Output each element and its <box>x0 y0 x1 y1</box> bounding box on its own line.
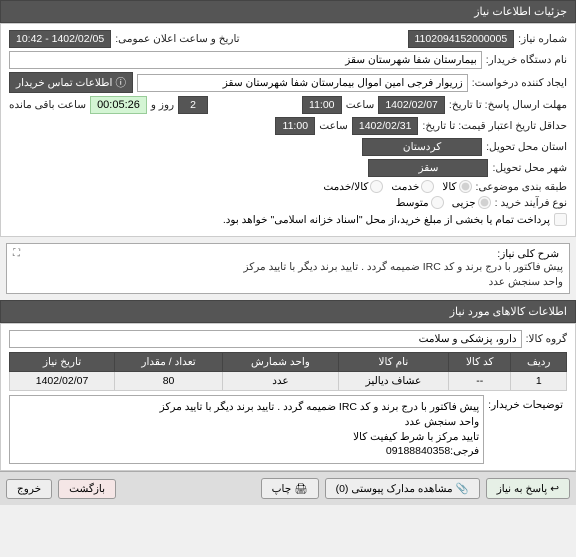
requester-label: ایجاد کننده درخواست: <box>472 77 567 89</box>
contact-btn-label: اطلاعات تماس خریدار <box>16 77 112 89</box>
panel-header-details: جزئیات اطلاعات نیاز <box>0 0 576 23</box>
days-remaining: 2 <box>178 96 208 114</box>
radio-goods-service[interactable]: کالا/خدمت <box>323 180 383 193</box>
radio-service-label: خدمت <box>391 181 419 193</box>
announce-datetime-value: 1402/02/05 - 10:42 <box>9 30 111 48</box>
cell-unit: عدد <box>223 372 339 391</box>
cell-qty: 80 <box>115 372 223 391</box>
expand-icon[interactable]: ⛶ <box>13 248 20 259</box>
print-button[interactable]: 🖨 چاپ <box>261 478 319 499</box>
province-label: استان محل تحویل: <box>486 141 567 153</box>
requester-field <box>137 74 468 92</box>
city-label: شهر محل تحویل: <box>492 162 567 174</box>
desc-text: پیش فاکتور با درج برند و کد IRC ضمیمه گر… <box>13 260 563 289</box>
time-remaining-label: ساعت باقی مانده <box>9 99 86 111</box>
cell-date: 1402/02/07 <box>10 372 115 391</box>
th-date: تاریخ نیاز <box>10 353 115 372</box>
buyer-notes-row: توضیحات خریدار: پیش فاکتور با درج برند و… <box>9 395 567 464</box>
buyer-notes-text: پیش فاکتور با درج برند و کد IRC ضمیمه گر… <box>9 395 484 464</box>
respond-label: پاسخ به نیاز <box>497 483 547 495</box>
exit-label: خروج <box>17 483 41 495</box>
attachments-label: مشاهده مدارک پیوستی (0) <box>336 483 453 495</box>
category-label: طبقه بندی موضوعی: <box>476 181 567 193</box>
validity-date: 1402/02/31 <box>352 117 419 135</box>
goods-table: ردیف کد کالا نام کالا واحد شمارش تعداد /… <box>9 352 567 391</box>
city-value: سقز <box>368 159 488 177</box>
th-name: نام کالا <box>338 353 448 372</box>
goods-group-label: گروه کالا: <box>526 333 567 345</box>
time-remaining-value: 00:05:26 <box>90 96 147 114</box>
validity-label: حداقل تاریخ اعتبار قیمت: تا تاریخ: <box>422 120 567 132</box>
form-details: شماره نیاز: 1102094152000005 تاریخ و ساع… <box>0 23 576 237</box>
print-icon: 🖨 <box>294 482 307 495</box>
need-number-label: شماره نیاز: <box>518 33 567 45</box>
need-number-value: 1102094152000005 <box>408 30 515 48</box>
panel-header-goods: اطلاعات کالاهای مورد نیاز <box>0 300 576 323</box>
category-radios: کالا خدمت کالا/خدمت <box>323 180 471 193</box>
deadline-time: 11:00 <box>302 96 342 114</box>
radio-service[interactable]: خدمت <box>391 180 434 193</box>
radio-medium-label: متوسط <box>396 197 429 209</box>
cell-name: عشاف دیالیز <box>338 372 448 391</box>
payment-note-text: پرداخت تمام یا بخشی از مبلغ خرید،از محل … <box>223 214 550 226</box>
table-row[interactable]: 1 -- عشاف دیالیز عدد 80 1402/02/07 <box>10 372 567 391</box>
payment-note-line: پرداخت تمام یا بخشی از مبلغ خرید،از محل … <box>9 213 567 226</box>
info-icon: ⓘ <box>115 75 126 90</box>
goods-area: گروه کالا: ردیف کد کالا نام کالا واحد شم… <box>0 323 576 471</box>
purchase-type-label: نوع فرآیند خرید : <box>495 197 567 209</box>
radio-medium[interactable]: متوسط <box>396 196 444 209</box>
th-row: ردیف <box>511 353 567 372</box>
print-label: چاپ <box>272 483 292 495</box>
payment-checkbox <box>554 213 567 226</box>
goods-group-field <box>9 330 522 348</box>
buyer-label: نام دستگاه خریدار: <box>486 54 567 66</box>
buyer-notes-label: توضیحات خریدار: <box>484 395 567 464</box>
back-button[interactable]: بازگشت <box>58 479 116 499</box>
attachments-button[interactable]: 📎 مشاهده مدارک پیوستی (0) <box>325 478 480 499</box>
back-label: بازگشت <box>69 483 105 495</box>
th-code: کد کالا <box>449 353 511 372</box>
validity-time: 11:00 <box>275 117 315 135</box>
purchase-type-radios: جزیی متوسط <box>396 196 491 209</box>
cell-code: -- <box>449 372 511 391</box>
th-unit: واحد شمارش <box>223 353 339 372</box>
cell-n: 1 <box>511 372 567 391</box>
need-description-box: ⛶ شرح کلی نیاز: پیش فاکتور با درج برند و… <box>6 243 570 294</box>
radio-partial-label: جزیی <box>452 197 476 209</box>
buyer-field <box>9 51 482 69</box>
exit-button[interactable]: خروج <box>6 479 52 499</box>
province-value: کردستان <box>362 138 482 156</box>
contact-buyer-button[interactable]: ⓘ اطلاعات تماس خریدار <box>9 72 133 93</box>
validity-time-label: ساعت <box>319 120 348 132</box>
reply-icon: ↩ <box>550 483 559 495</box>
desc-label: شرح کلی نیاز: <box>493 248 563 260</box>
day-label: روز و <box>151 99 174 111</box>
deadline-date: 1402/02/07 <box>378 96 445 114</box>
radio-goods-label: کالا <box>442 181 456 193</box>
th-qty: تعداد / مقدار <box>115 353 223 372</box>
radio-partial[interactable]: جزیی <box>452 196 491 209</box>
deadline-time-label: ساعت <box>346 99 375 111</box>
attachment-icon: 📎 <box>456 482 469 495</box>
radio-goods[interactable]: کالا <box>442 180 471 193</box>
footer-bar: ↩ پاسخ به نیاز 📎 مشاهده مدارک پیوستی (0)… <box>0 471 576 505</box>
deadline-label: مهلت ارسال پاسخ: تا تاریخ: <box>449 99 567 111</box>
announce-datetime-label: تاریخ و ساعت اعلان عمومی: <box>115 33 239 45</box>
respond-button[interactable]: ↩ پاسخ به نیاز <box>486 478 570 499</box>
radio-goods-service-label: کالا/خدمت <box>323 181 368 193</box>
